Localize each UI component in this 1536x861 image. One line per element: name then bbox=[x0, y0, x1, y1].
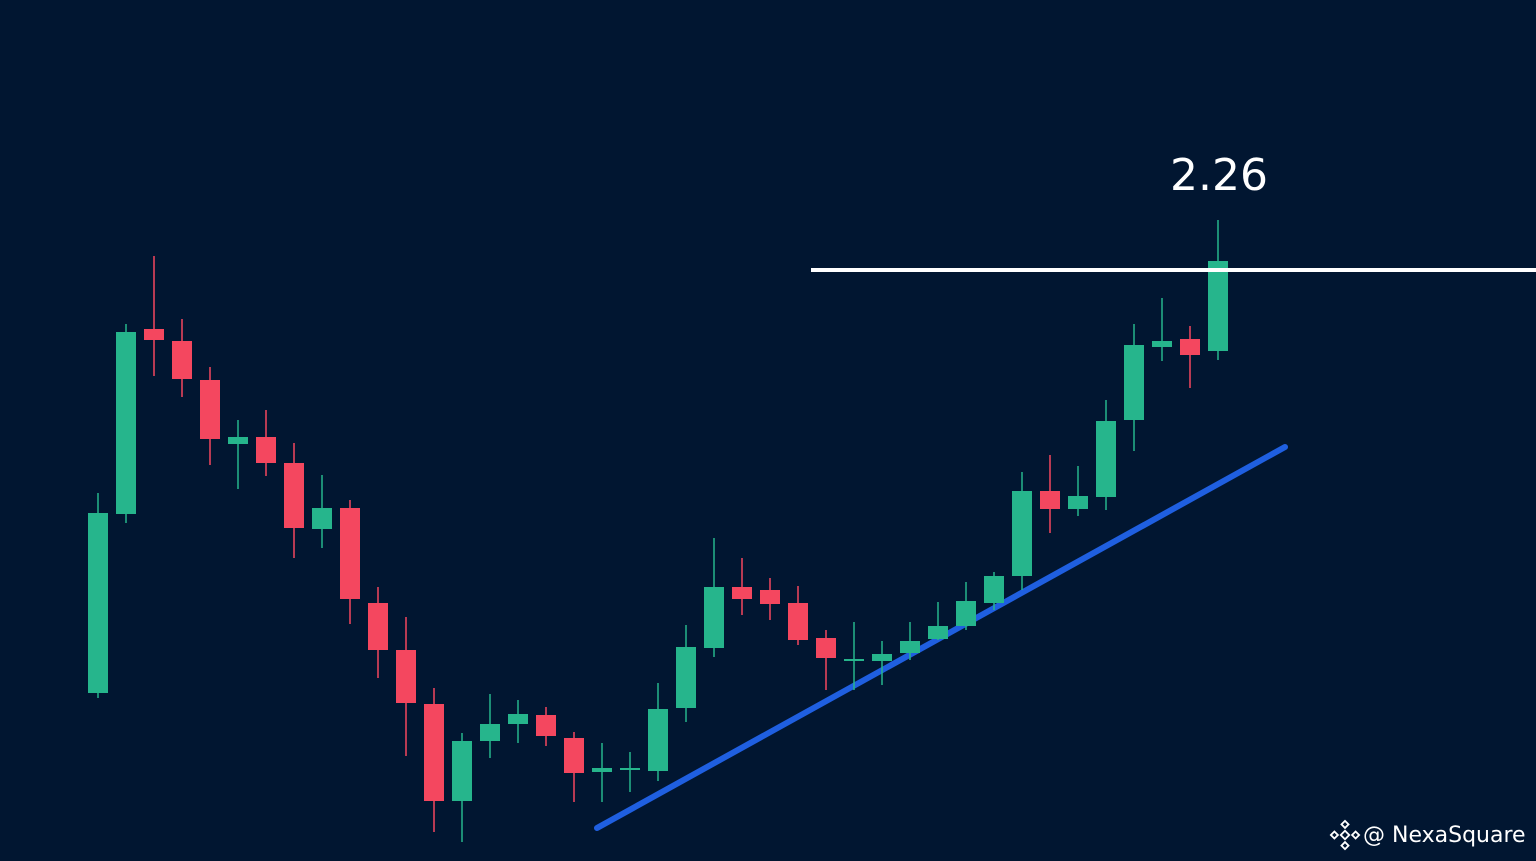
candle-body bbox=[1012, 491, 1032, 576]
candle-body bbox=[984, 576, 1004, 603]
candle-body bbox=[732, 587, 752, 599]
candle-body bbox=[424, 704, 444, 801]
candle-body bbox=[508, 714, 528, 724]
candle-body bbox=[816, 638, 836, 658]
candle-body bbox=[228, 437, 248, 444]
candle-body bbox=[536, 715, 556, 736]
candle-body bbox=[760, 590, 780, 604]
candle-body bbox=[1096, 421, 1116, 497]
candle-body bbox=[592, 768, 612, 772]
candle-body bbox=[340, 508, 360, 599]
candle-body bbox=[312, 508, 332, 529]
candle-body bbox=[284, 463, 304, 528]
candle-body bbox=[872, 654, 892, 661]
level-label: 2.26 bbox=[1170, 150, 1268, 201]
candle-body bbox=[396, 650, 416, 703]
candle-body bbox=[928, 626, 948, 639]
candle-body bbox=[480, 724, 500, 741]
candle-body bbox=[452, 741, 472, 801]
candle-body bbox=[116, 332, 136, 514]
candle-body bbox=[88, 513, 108, 693]
candle-body bbox=[900, 641, 920, 653]
watermark: @ NexaSquare bbox=[1363, 823, 1526, 848]
candle-body bbox=[676, 647, 696, 708]
candle-body bbox=[844, 659, 864, 661]
candle-body bbox=[1208, 261, 1228, 351]
candle-body bbox=[256, 437, 276, 463]
watermark-icon bbox=[1329, 819, 1361, 851]
candle-body bbox=[704, 587, 724, 648]
candle-body bbox=[1152, 341, 1172, 347]
candle-body bbox=[956, 601, 976, 626]
candle-body bbox=[648, 709, 668, 771]
candle-body bbox=[1040, 491, 1060, 509]
candle-body bbox=[564, 738, 584, 773]
candle-body bbox=[144, 329, 164, 340]
candle-body bbox=[788, 603, 808, 640]
candle-body bbox=[620, 768, 640, 770]
candle-body bbox=[1124, 345, 1144, 420]
candle-body bbox=[1068, 496, 1088, 509]
candle-body bbox=[200, 380, 220, 439]
candle-body bbox=[1180, 339, 1200, 355]
candle-body bbox=[368, 603, 388, 650]
candle-body bbox=[172, 341, 192, 379]
